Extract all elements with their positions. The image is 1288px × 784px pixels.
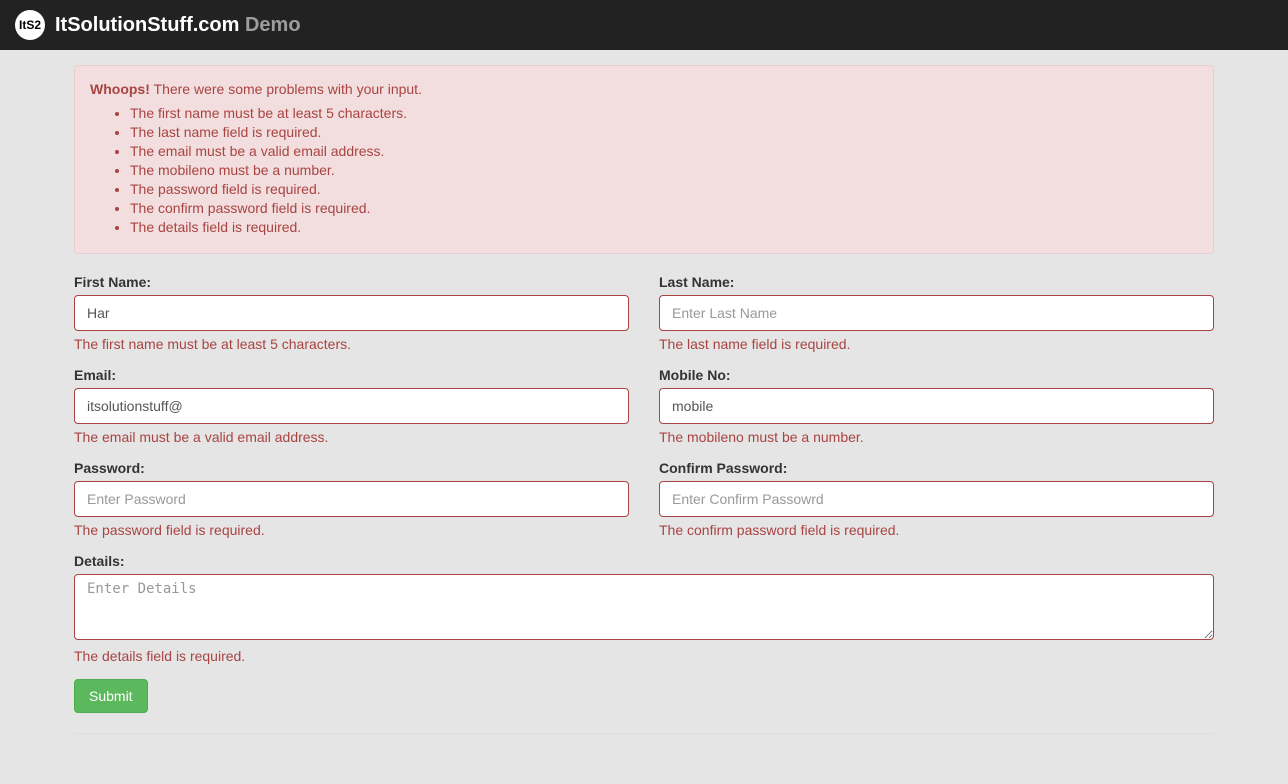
first-name-error: The first name must be at least 5 charac… <box>74 336 629 352</box>
password-group: Password: The password field is required… <box>74 460 629 538</box>
alert-message: There were some problems with your input… <box>150 81 422 97</box>
first-name-label: First Name: <box>74 274 629 290</box>
divider <box>74 733 1214 734</box>
email-group: Email: The email must be a valid email a… <box>74 367 629 445</box>
alert-error-list: The first name must be at least 5 charac… <box>90 105 1198 235</box>
confirm-password-group: Confirm Password: The confirm password f… <box>659 460 1214 538</box>
main-container: Whoops! There were some problems with yo… <box>59 65 1229 734</box>
confirm-password-error: The confirm password field is required. <box>659 522 1214 538</box>
alert-strong: Whoops! <box>90 81 150 97</box>
details-error: The details field is required. <box>74 648 1214 664</box>
validation-alert: Whoops! There were some problems with yo… <box>74 65 1214 254</box>
details-label: Details: <box>74 553 1214 569</box>
email-error: The email must be a valid email address. <box>74 429 629 445</box>
brand-demo: Demo <box>245 14 301 36</box>
last-name-input[interactable] <box>659 295 1214 331</box>
submit-button[interactable]: Submit <box>74 679 148 713</box>
password-error: The password field is required. <box>74 522 629 538</box>
brand-logo-icon: ItS2 <box>15 10 45 40</box>
mobile-input[interactable] <box>659 388 1214 424</box>
last-name-error: The last name field is required. <box>659 336 1214 352</box>
mobile-error: The mobileno must be a number. <box>659 429 1214 445</box>
brand-main: ItSolutionStuff.com <box>55 14 245 36</box>
last-name-group: Last Name: The last name field is requir… <box>659 274 1214 352</box>
details-group: Details: The details field is required. <box>74 553 1214 664</box>
password-label: Password: <box>74 460 629 476</box>
mobile-label: Mobile No: <box>659 367 1214 383</box>
confirm-password-label: Confirm Password: <box>659 460 1214 476</box>
email-label: Email: <box>74 367 629 383</box>
navbar: ItS2 ItSolutionStuff.com Demo <box>0 0 1288 50</box>
alert-error-item: The confirm password field is required. <box>130 200 1198 216</box>
alert-error-item: The last name field is required. <box>130 124 1198 140</box>
alert-error-item: The mobileno must be a number. <box>130 162 1198 178</box>
details-textarea[interactable] <box>74 574 1214 640</box>
mobile-group: Mobile No: The mobileno must be a number… <box>659 367 1214 445</box>
alert-error-item: The details field is required. <box>130 219 1198 235</box>
alert-error-item: The email must be a valid email address. <box>130 143 1198 159</box>
email-input[interactable] <box>74 388 629 424</box>
alert-error-item: The password field is required. <box>130 181 1198 197</box>
password-input[interactable] <box>74 481 629 517</box>
first-name-group: First Name: The first name must be at le… <box>74 274 629 352</box>
last-name-label: Last Name: <box>659 274 1214 290</box>
brand-title: ItSolutionStuff.com Demo <box>55 14 301 37</box>
confirm-password-input[interactable] <box>659 481 1214 517</box>
first-name-input[interactable] <box>74 295 629 331</box>
alert-error-item: The first name must be at least 5 charac… <box>130 105 1198 121</box>
